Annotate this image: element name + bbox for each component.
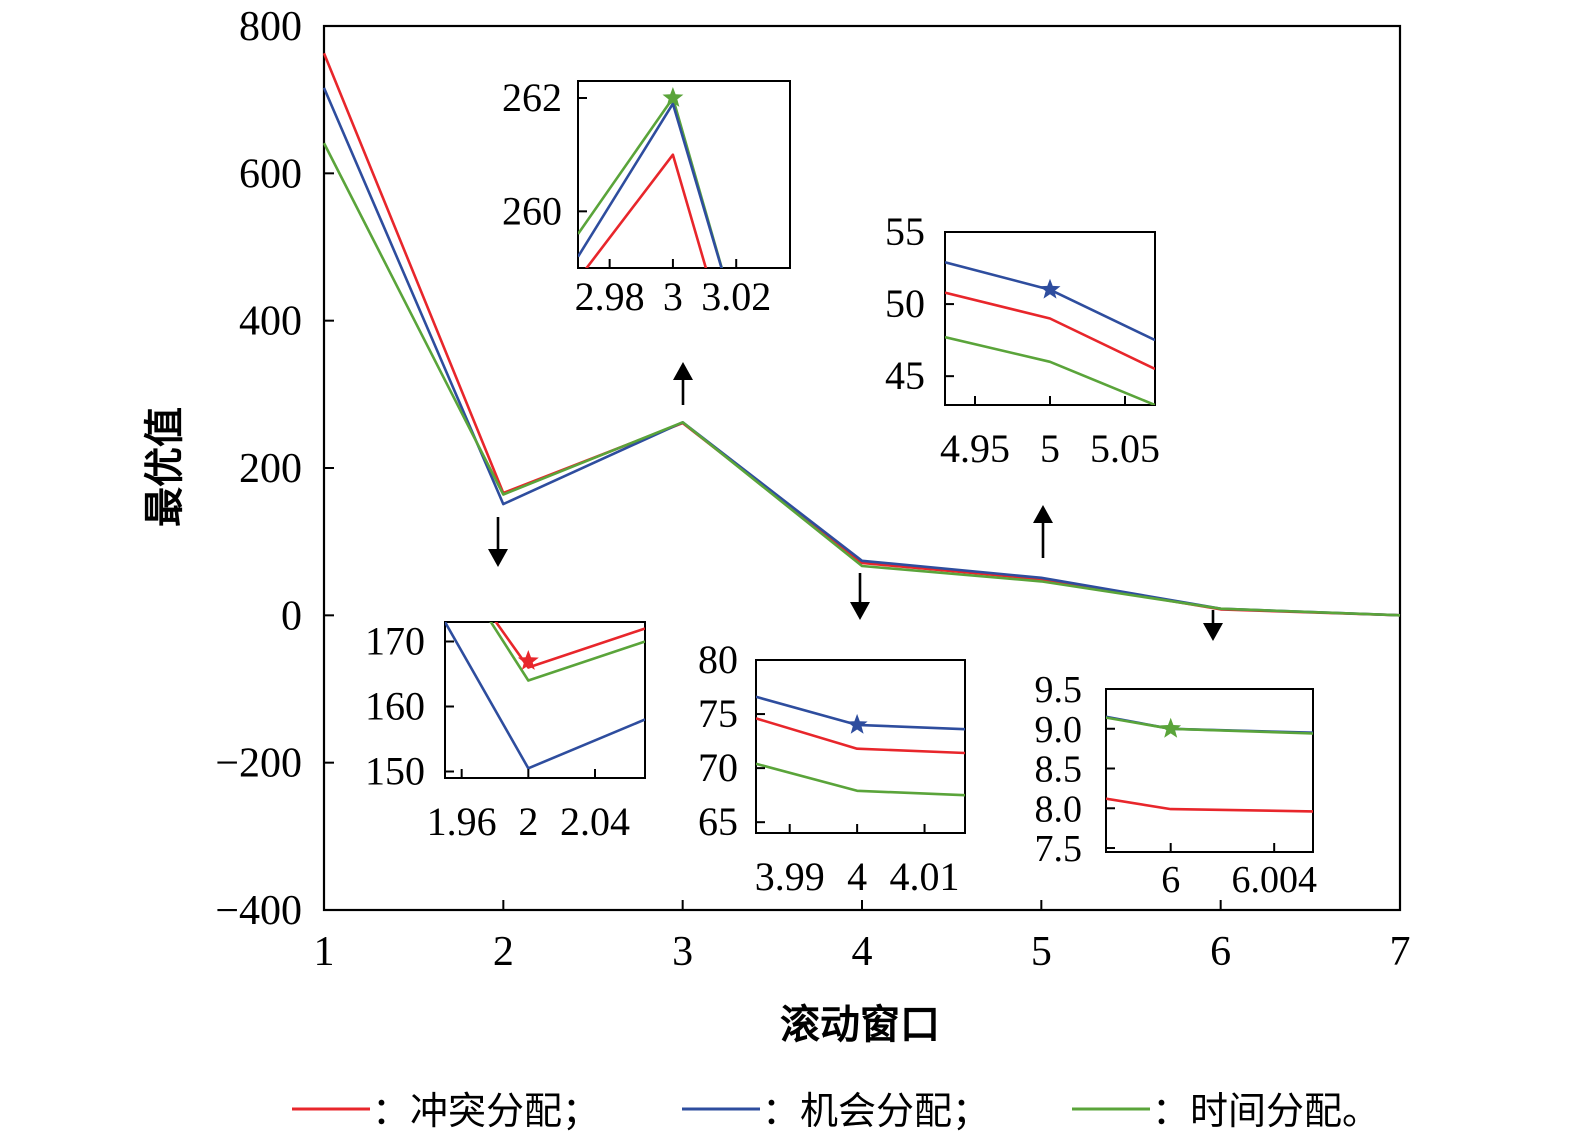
- inset-plot-5: 4.95 5 5.05 55 50 45: [885, 209, 1160, 471]
- y-tick-label: 800: [239, 4, 302, 50]
- series-line-2: [322, 87, 1401, 617]
- inset-star-marker: [846, 713, 868, 734]
- inset-x-tick-label: 2: [518, 799, 538, 844]
- inset-y-tick-label: 9.5: [1035, 669, 1083, 711]
- inset-x-tick-label: 3.99: [755, 854, 825, 899]
- inset-x-tick-label: 2.98: [575, 274, 645, 319]
- inset-y-tick-label: 7.5: [1035, 828, 1083, 870]
- inset-plots: 1.96 2 2.04 170 160 150 2.98 3 3.02 262 260 3.99 4 4.…: [365, 75, 1317, 901]
- y-tick-label: 0: [281, 593, 302, 639]
- legend-label-time: ：时间分配。: [1152, 1089, 1380, 1133]
- inset-series-line-3: [584, 153, 708, 268]
- y-tick-label: −400: [215, 888, 302, 934]
- inset-star-marker: [1039, 278, 1061, 299]
- inset-y-tick-label: 262: [502, 75, 562, 120]
- inset-series-line-3: [945, 335, 1155, 405]
- inset-y-tick-label: 50: [885, 281, 925, 326]
- inset-x-tick-label: 6: [1161, 859, 1180, 901]
- legend: ：冲突分配； ：机会分配； ：时间分配。: [292, 1089, 1380, 1133]
- zoom-arrow: [850, 573, 870, 620]
- inset-y-tick-label: 170: [365, 619, 425, 664]
- inset-star-marker: [517, 650, 539, 670]
- inset-y-tick-label: 150: [365, 749, 425, 794]
- inset-plot-4: 3.99 4 4.01 80 75 70 65: [698, 637, 966, 899]
- inset-y-tick-label: 160: [365, 684, 425, 729]
- inset-series-line-3: [1106, 797, 1313, 813]
- arrow-head: [850, 602, 870, 620]
- zoom-arrow: [673, 362, 693, 405]
- inset-x-tick-label: 5: [1040, 426, 1060, 471]
- inset-y-tick-label: 45: [885, 353, 925, 398]
- inset-y-tick-label: 80: [698, 637, 738, 682]
- inset-x-tick-label: 3: [663, 274, 683, 319]
- inset-x-tick-label: 6.004: [1231, 859, 1317, 901]
- x-tick-label: 5: [1031, 929, 1052, 975]
- inset-plot-6: 6 6.004 9.59.08.58.07.5: [1035, 669, 1317, 901]
- inset-x-tick-label: 5.05: [1090, 426, 1160, 471]
- y-tick-label: 400: [239, 299, 302, 345]
- inset-plot-2: 1.96 2 2.04 170 160 150: [365, 619, 646, 844]
- inset-x-tick-label: 2.04: [560, 799, 630, 844]
- zoom-arrow: [488, 517, 508, 567]
- inset-frame: [755, 659, 966, 834]
- legend-label-opportunity: ：机会分配；: [762, 1089, 990, 1133]
- inset-y-tick-label: 8.5: [1035, 749, 1083, 791]
- inset-y-tick-label: 55: [885, 209, 925, 254]
- arrow-head: [1203, 623, 1223, 641]
- y-tick-label: 600: [239, 151, 302, 197]
- series-line-3: [322, 142, 1401, 617]
- y-axis-title: 最优值: [142, 407, 188, 527]
- y-tick-label: −200: [215, 741, 302, 787]
- x-tick-label: 4: [852, 929, 873, 975]
- inset-frame: [444, 621, 646, 779]
- x-tick-label: 3: [672, 929, 693, 975]
- zoom-arrow: [1203, 610, 1223, 641]
- zoom-arrow: [1033, 505, 1053, 558]
- series-line-1: [322, 52, 1401, 617]
- inset-series-line-3: [489, 622, 645, 682]
- inset-series: [445, 622, 645, 770]
- inset-y-tick-label: 260: [502, 188, 562, 233]
- x-tick-label: 1: [314, 929, 335, 975]
- arrow-head: [673, 362, 693, 380]
- legend-label-conflict: ：冲突分配；: [372, 1089, 600, 1133]
- x-tick-label: 6: [1210, 929, 1231, 975]
- y-tick-label: 200: [239, 446, 302, 492]
- inset-frame: [1105, 688, 1314, 853]
- arrow-head: [488, 549, 508, 567]
- inset-x-tick-label: 4.95: [940, 426, 1010, 471]
- inset-star-marker: [1160, 717, 1182, 738]
- inset-frame: [577, 80, 791, 269]
- x-tick-label: 7: [1390, 929, 1411, 975]
- inset-y-tick-label: 9.0: [1035, 709, 1083, 751]
- inset-series-line-3: [756, 762, 965, 797]
- inset-series-line-2: [756, 717, 965, 755]
- inset-x-tick-label: 4: [847, 854, 867, 899]
- inset-y-tick-label: 70: [698, 745, 738, 790]
- x-tick-label: 2: [493, 929, 514, 975]
- inset-x-tick-label: 3.02: [701, 274, 771, 319]
- inset-y-tick-label: 8.0: [1035, 788, 1083, 830]
- zoom-arrows: [488, 362, 1223, 641]
- inset-series-line-2: [945, 291, 1155, 371]
- inset-y-tick-label: 65: [698, 799, 738, 844]
- arrow-head: [1033, 505, 1053, 523]
- inset-x-tick-label: 4.01: [890, 854, 960, 899]
- inset-star-marker: [662, 87, 684, 107]
- inset-x-tick-label: 1.96: [427, 799, 497, 844]
- inset-plot-3: 2.98 3 3.02 262 260: [502, 75, 791, 319]
- inset-series-line-2: [578, 102, 723, 268]
- x-axis-title: 滚动窗口: [780, 1002, 940, 1048]
- inset-y-tick-label: 75: [698, 691, 738, 736]
- inset-series-line-1: [445, 622, 645, 770]
- inset-series-line-2: [494, 622, 645, 669]
